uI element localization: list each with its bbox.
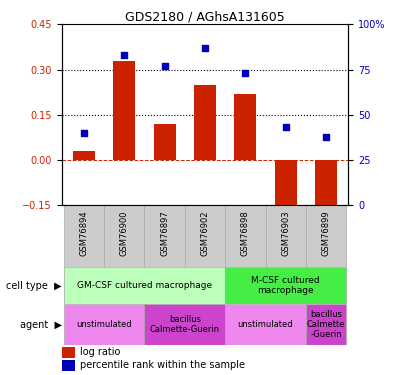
- Bar: [265, 205, 306, 267]
- Text: unstimulated: unstimulated: [76, 320, 132, 329]
- Text: GSM76899: GSM76899: [322, 210, 331, 256]
- Text: GSM76900: GSM76900: [120, 210, 129, 256]
- Bar: [144, 304, 225, 345]
- Bar: [225, 304, 306, 345]
- Bar: [194, 85, 216, 160]
- Bar: [185, 205, 225, 267]
- Text: GM-CSF cultured macrophage: GM-CSF cultured macrophage: [77, 281, 212, 290]
- Bar: [113, 60, 135, 160]
- Text: unstimulated: unstimulated: [238, 320, 293, 329]
- Bar: [225, 267, 346, 304]
- Point: [162, 63, 168, 69]
- Bar: [234, 94, 256, 160]
- Bar: [64, 205, 104, 267]
- Bar: [144, 205, 185, 267]
- Text: bacillus
Calmette
-Guerin: bacillus Calmette -Guerin: [307, 310, 345, 339]
- Text: M-CSF cultured
macrophage: M-CSF cultured macrophage: [252, 276, 320, 296]
- Bar: [104, 205, 144, 267]
- Point: [81, 130, 87, 136]
- Text: GSM76903: GSM76903: [281, 210, 290, 256]
- Bar: [306, 304, 346, 345]
- Bar: [64, 267, 225, 304]
- Point: [242, 70, 248, 76]
- Bar: [275, 160, 297, 214]
- Title: GDS2180 / AGhsA131605: GDS2180 / AGhsA131605: [125, 10, 285, 23]
- Text: bacillus
Calmette-Guerin: bacillus Calmette-Guerin: [150, 315, 220, 334]
- Text: GSM76894: GSM76894: [79, 210, 88, 256]
- Point: [323, 134, 329, 140]
- Text: GSM76902: GSM76902: [201, 210, 209, 256]
- Bar: [64, 304, 144, 345]
- Text: cell type  ▶: cell type ▶: [6, 281, 62, 291]
- Text: percentile rank within the sample: percentile rank within the sample: [80, 360, 245, 370]
- Point: [121, 52, 127, 58]
- Bar: [154, 124, 176, 160]
- Text: agent  ▶: agent ▶: [20, 320, 62, 330]
- Bar: [62, 360, 74, 371]
- Text: log ratio: log ratio: [80, 347, 121, 357]
- Point: [283, 124, 289, 130]
- Bar: [225, 205, 265, 267]
- Bar: [315, 160, 337, 217]
- Text: GSM76897: GSM76897: [160, 210, 169, 256]
- Text: GSM76898: GSM76898: [241, 210, 250, 256]
- Bar: [73, 151, 95, 160]
- Bar: [306, 205, 346, 267]
- Point: [202, 45, 208, 51]
- Bar: [62, 347, 74, 358]
